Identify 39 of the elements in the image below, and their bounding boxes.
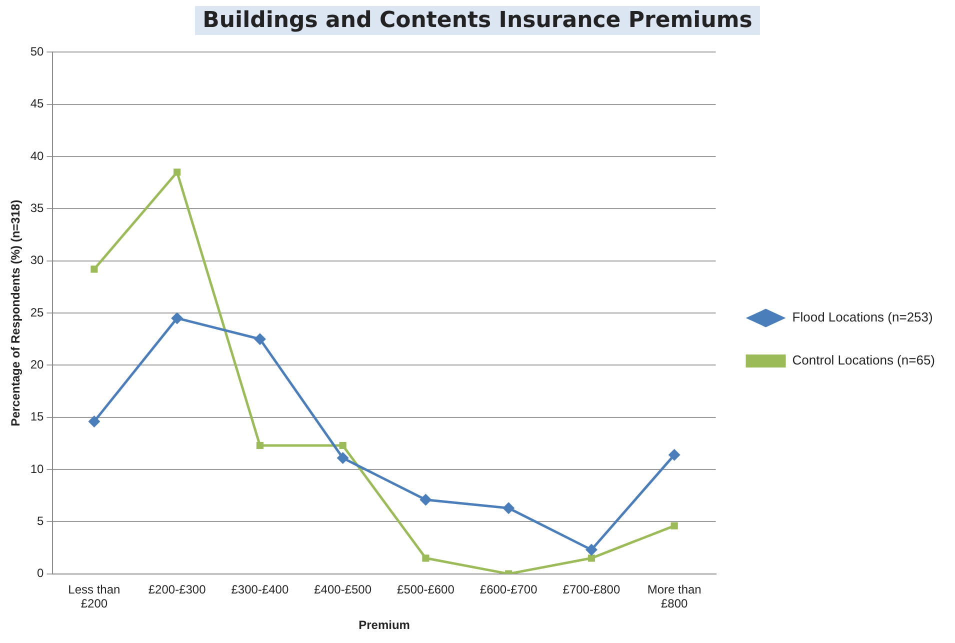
point (174, 168, 181, 176)
x-tick-label: More than £800 (647, 582, 702, 611)
point (422, 554, 430, 562)
x-tick-label: £300-£400 (231, 582, 289, 596)
x-tick-label: £600-£700 (480, 582, 538, 596)
legend-label: Flood Locations (n=253) (792, 310, 933, 325)
y-tick-label: 20 (30, 357, 44, 372)
y-tick-label: 15 (30, 410, 44, 424)
y-tick-label: 35 (30, 200, 44, 215)
y-tick-label: 25 (30, 305, 44, 320)
y-tick-label: 45 (30, 96, 44, 111)
x-tick-label: £400-£500 (314, 582, 372, 596)
x-axis-title: Premium (358, 618, 410, 632)
point (254, 333, 266, 346)
y-axis-title: Percentage of Respondents (%) (n=318) (8, 200, 23, 426)
chart-title: Buildings and Contents Insurance Premiums (194, 6, 760, 35)
point (88, 415, 100, 428)
point (588, 554, 595, 562)
x-tick-label: £500-£600 (397, 582, 455, 596)
y-tick-label: 5 (37, 514, 44, 528)
point (256, 442, 264, 450)
point (502, 502, 515, 514)
point (339, 442, 346, 450)
point (171, 312, 184, 324)
point (420, 494, 432, 506)
point (585, 544, 598, 556)
point (90, 266, 98, 273)
x-tick-label: £700-£800 (562, 582, 620, 596)
point (668, 448, 680, 461)
point (670, 522, 678, 530)
legend-label: Control Locations (n=65) (792, 352, 936, 368)
point (336, 452, 349, 464)
y-tick-label: 40 (30, 148, 44, 163)
y-tick-label: 10 (30, 462, 44, 476)
y-tick-label: 30 (30, 253, 44, 268)
y-tick-label: 0 (37, 566, 44, 580)
x-tick-label: £200-£300 (148, 582, 206, 596)
x-tick-label: Less than £200 (68, 582, 120, 611)
y-tick-label: 50 (30, 44, 44, 59)
